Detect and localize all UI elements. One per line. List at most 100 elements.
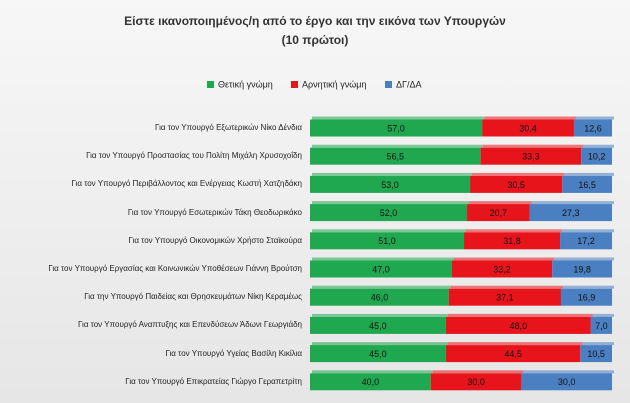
bar-shadow (447, 313, 593, 317)
bar (562, 175, 612, 193)
bar-shadow (312, 342, 448, 346)
value-label: 46,0 (371, 293, 389, 303)
value-label: 45,0 (369, 349, 387, 359)
category-label: Για την Υπουργό Παιδείας και Θρησκευμάτω… (84, 292, 302, 302)
legend-label: Θετική γνώμη (218, 79, 273, 89)
value-label: 19,8 (573, 264, 591, 274)
bar (310, 147, 481, 165)
value-label: 20,7 (490, 208, 508, 218)
bar (445, 316, 591, 334)
bar (560, 232, 612, 250)
bar (310, 316, 446, 334)
bar-shadow (472, 172, 565, 176)
category-label: Για τον Υπουργό Εξωτερικών Νίκο Δένδια (155, 123, 302, 132)
bar (445, 345, 581, 363)
bar (310, 345, 446, 363)
value-label: 30,0 (558, 377, 576, 387)
value-label: 33,2 (493, 264, 511, 274)
bar-shadow (554, 257, 614, 261)
bar-shadow (466, 229, 563, 233)
value-label: 47,0 (372, 264, 390, 274)
bar (521, 373, 612, 391)
bar (467, 204, 530, 222)
bar (430, 373, 522, 391)
bar-shadow (312, 257, 454, 261)
bar (560, 288, 612, 306)
value-label: 31,8 (503, 236, 521, 246)
legend-swatch (385, 81, 392, 88)
bar-shadow (447, 342, 583, 346)
value-label: 10,5 (587, 349, 605, 359)
bar-shadow (312, 313, 448, 317)
bar-shadow (562, 229, 614, 233)
bar-shadow (575, 116, 614, 120)
bar-shadow (531, 201, 614, 205)
bar (529, 204, 612, 222)
category-label: Για τον Υπουργό Οικονομικών Χρήστο Σταϊκ… (128, 235, 302, 245)
value-label: 56,5 (387, 152, 405, 162)
bar-shadow (469, 201, 532, 205)
bar-shadow (432, 370, 524, 374)
value-label: 7,0 (595, 321, 608, 331)
value-label: 17,2 (577, 236, 595, 246)
value-label: 10,2 (588, 152, 606, 162)
bar-shadow (312, 144, 483, 148)
legend-label: Αρνητική γνώμη (302, 79, 366, 89)
value-label: 51,0 (378, 236, 396, 246)
bar (310, 119, 483, 137)
category-label: Για τον Υπουργό Εσωτερικών Τάκη Θεοδωρικ… (127, 207, 302, 217)
value-label: 33,3 (522, 152, 540, 162)
bar (310, 204, 468, 222)
bar (310, 373, 431, 391)
bar (590, 316, 612, 334)
bar (470, 175, 563, 193)
value-label: 37,1 (496, 293, 514, 303)
category-label: Για τον Υπουργό Αναπτυξης και Επενδύσεων… (77, 320, 302, 330)
category-label: Για τον Υπουργό Περιβάλλοντος και Ενέργε… (71, 179, 303, 189)
bar-shadow (592, 313, 614, 317)
bar (310, 288, 449, 306)
bar (451, 260, 553, 278)
bar-shadow (583, 144, 614, 148)
bar (310, 232, 465, 250)
bar (480, 147, 582, 165)
bar-shadow (312, 201, 470, 205)
bar-shadow (582, 342, 614, 346)
value-label: 40,0 (362, 377, 380, 387)
bar-shadow (312, 116, 485, 120)
bar (464, 232, 561, 250)
value-label: 44,5 (504, 349, 522, 359)
value-label: 30,4 (519, 123, 537, 133)
value-label: 27,3 (562, 208, 580, 218)
value-label: 16,5 (578, 180, 596, 190)
bar-shadow (312, 285, 451, 289)
category-label: Για τον Υπουργό Υγείας Βασίλη Κικίλια (165, 348, 302, 358)
value-label: 30,0 (467, 377, 485, 387)
bar-shadow (450, 285, 563, 289)
value-label: 12,6 (584, 123, 602, 133)
category-label: Για τον Υπουργό Εργασίας και Κοινωνικών … (48, 264, 302, 273)
bar-shadow (523, 370, 614, 374)
bar-shadow (482, 144, 584, 148)
legend-swatch (291, 81, 298, 88)
bar (552, 260, 612, 278)
chart-title: Είστε ικανοποιημένος/η από το έργο και τ… (124, 14, 506, 28)
bar-shadow (312, 229, 467, 233)
category-label: Για τον Υπουργό Προστασίας του Πολίτη Μι… (86, 151, 302, 161)
category-label: Για τον Υπουργό Επικρατείας Γιώργο Γεραπ… (125, 376, 302, 386)
bar-shadow (564, 172, 614, 176)
bar (448, 288, 561, 306)
chart-subtitle: (10 πρώτοι) (282, 33, 349, 47)
value-label: 16,9 (578, 293, 596, 303)
bar-shadow (312, 370, 433, 374)
bar (310, 260, 452, 278)
bar (310, 175, 471, 193)
bar-shadow (484, 116, 576, 120)
value-label: 57,0 (387, 123, 405, 133)
bar (581, 147, 612, 165)
legend-swatch (207, 81, 214, 88)
value-label: 48,0 (510, 321, 528, 331)
bar (573, 119, 612, 137)
bar (580, 345, 612, 363)
